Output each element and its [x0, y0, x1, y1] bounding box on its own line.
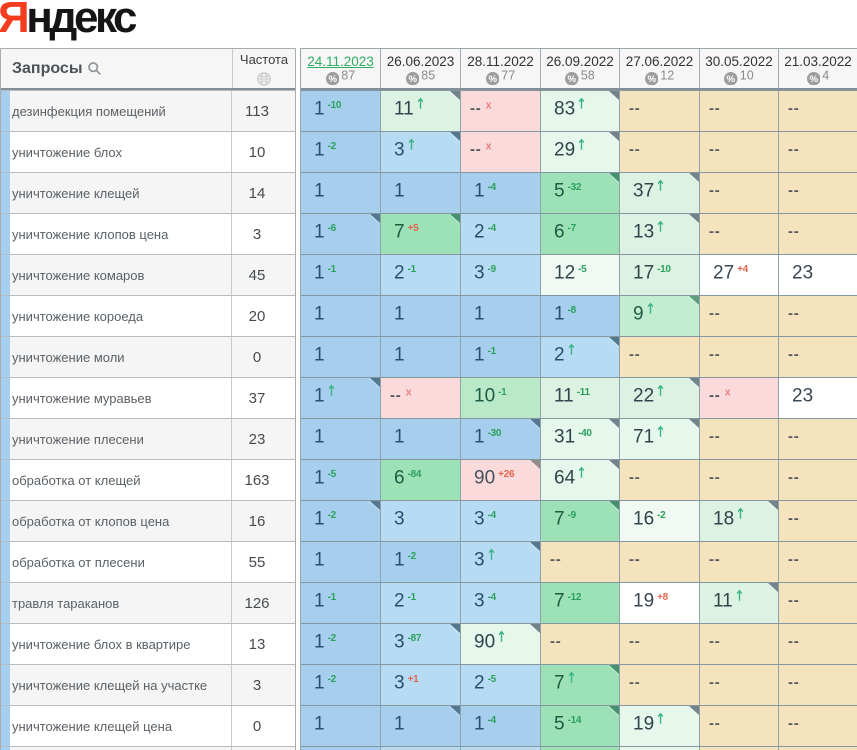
svg-text:%: %: [568, 74, 577, 85]
svg-text:%: %: [408, 74, 417, 85]
svg-text:%: %: [809, 74, 818, 85]
svg-text:%: %: [647, 74, 656, 85]
svg-text:%: %: [488, 74, 497, 85]
svg-text:%: %: [328, 74, 337, 85]
svg-text:%: %: [727, 74, 736, 85]
